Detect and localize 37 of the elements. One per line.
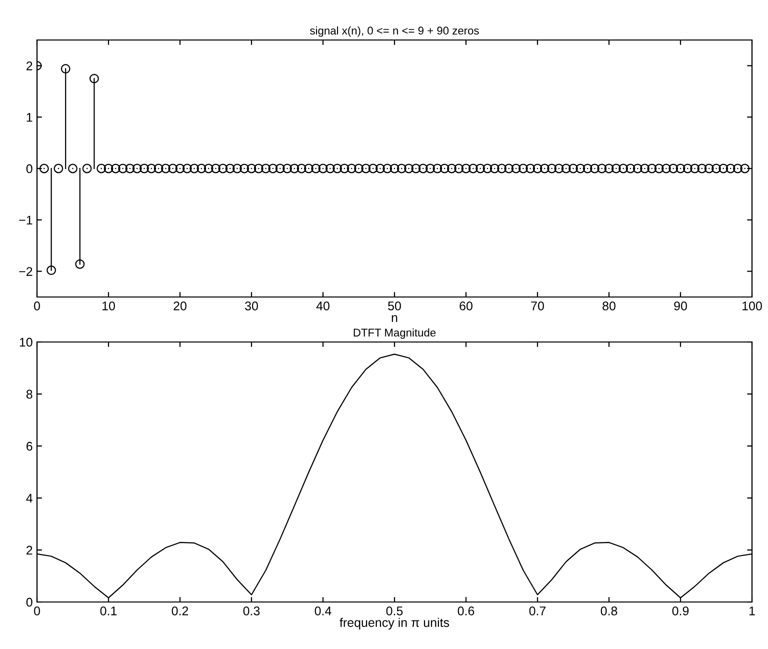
y-tick-label: 1 <box>26 113 32 122</box>
x-tick-label: 0.5 <box>386 606 403 616</box>
x-tick-label: 100 <box>742 301 762 310</box>
x-tick-label: 70 <box>531 301 544 310</box>
y-tick-label: 6 <box>26 442 32 451</box>
y-tick-label: −2 <box>19 267 32 276</box>
y-tick-label: 8 <box>26 390 32 399</box>
x-tick-label: 1 <box>749 606 755 616</box>
x-tick-label: 0.4 <box>314 606 332 616</box>
x-tick-label: 0.6 <box>458 606 474 616</box>
y-tick-label: 2 <box>26 546 32 555</box>
x-tick-label: 80 <box>602 301 616 310</box>
chart-title: DTFT Magnitude <box>354 328 436 339</box>
y-tick-label: 10 <box>20 338 32 347</box>
x-tick-label: 0.2 <box>172 606 188 616</box>
x-tick-label: 50 <box>388 301 401 310</box>
x-axis-title: n <box>392 315 398 322</box>
x-axis-title: frequency in π units <box>340 618 450 630</box>
x-tick-label: 90 <box>674 301 687 310</box>
x-tick-label: 0.8 <box>600 606 618 616</box>
x-tick-label: 0 <box>34 606 40 616</box>
x-tick-label: 40 <box>316 301 330 310</box>
y-tick-label: 4 <box>26 494 32 503</box>
x-tick-label: 10 <box>102 301 115 310</box>
x-tick-label: 0 <box>34 301 40 310</box>
x-tick-label: 0.1 <box>100 606 117 616</box>
x-tick-label: 0.3 <box>243 606 260 616</box>
chart-title: signal x(n), 0 <= n <= 9 + 90 zeros <box>310 26 479 37</box>
x-tick-label: 60 <box>460 301 472 310</box>
y-tick-label: −1 <box>19 216 32 224</box>
x-tick-label: 20 <box>174 301 186 310</box>
x-tick-label: 0.7 <box>529 606 546 616</box>
y-tick-label: 0 <box>26 164 32 174</box>
y-tick-label: 2 <box>26 62 32 70</box>
y-tick-label: 0 <box>26 598 32 607</box>
x-tick-label: 30 <box>245 301 258 310</box>
x-tick-label: 0.9 <box>672 606 689 616</box>
